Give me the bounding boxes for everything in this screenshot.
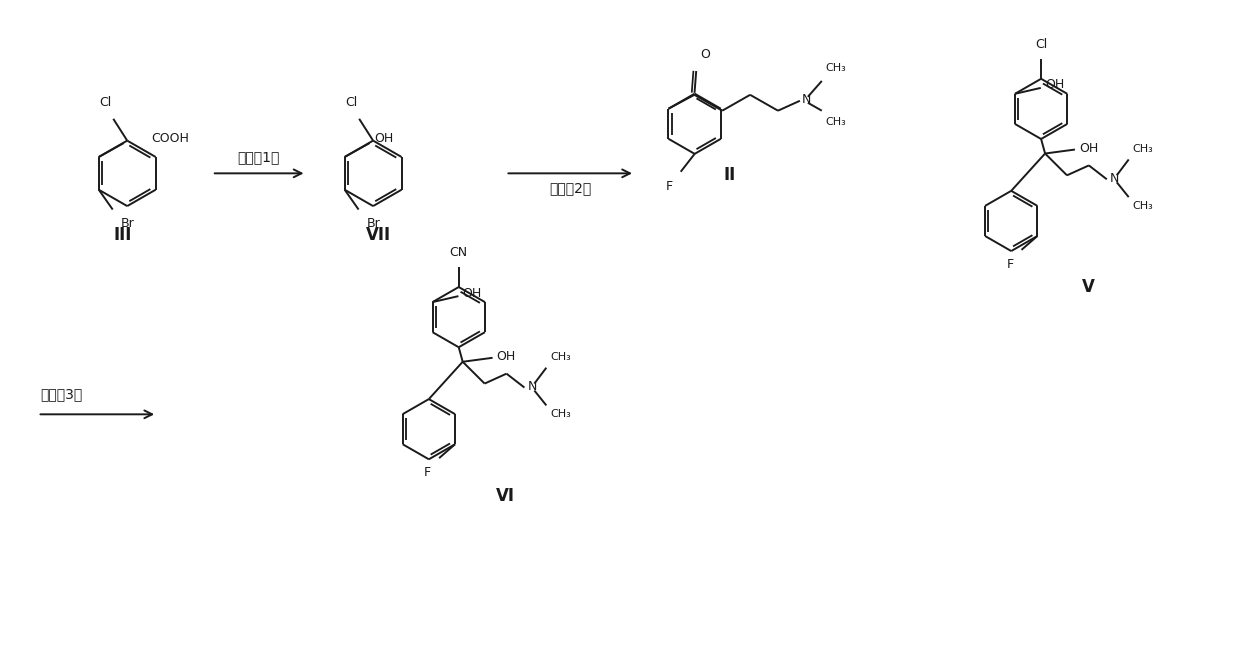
- Text: OH: OH: [462, 287, 482, 299]
- Text: Cl: Cl: [1035, 38, 1047, 51]
- Text: Cl: Cl: [99, 96, 112, 109]
- Text: Br: Br: [120, 217, 134, 231]
- Text: CH₃: CH₃: [1132, 143, 1154, 153]
- Text: 步骤（2）: 步骤（2）: [549, 181, 591, 195]
- Text: 步骤（3）: 步骤（3）: [41, 388, 83, 402]
- Text: Cl: Cl: [346, 96, 357, 109]
- Text: OH: OH: [374, 131, 394, 145]
- Text: F: F: [1006, 258, 1014, 271]
- Text: CH₃: CH₃: [550, 352, 571, 362]
- Text: F: F: [665, 179, 673, 193]
- Text: OH: OH: [1044, 79, 1064, 91]
- Text: N: N: [528, 380, 536, 393]
- Text: F: F: [424, 466, 431, 479]
- Text: N: N: [1110, 172, 1119, 185]
- Text: CH₃: CH₃: [1132, 201, 1154, 211]
- Text: V: V: [1082, 278, 1094, 296]
- Text: VII: VII: [366, 226, 390, 244]
- Text: III: III: [113, 226, 131, 244]
- Text: 步骤（1）: 步骤（1）: [238, 151, 280, 165]
- Text: CH₃: CH₃: [825, 63, 846, 73]
- Text: CN: CN: [450, 246, 468, 259]
- Text: CH₃: CH₃: [825, 117, 846, 127]
- Text: Br: Br: [367, 217, 380, 231]
- Text: CH₃: CH₃: [550, 410, 571, 420]
- Text: II: II: [724, 166, 736, 184]
- Text: OH: OH: [1079, 142, 1098, 155]
- Text: OH: OH: [497, 350, 515, 364]
- Text: COOH: COOH: [151, 131, 190, 145]
- Text: VI: VI: [496, 487, 515, 505]
- Text: N: N: [802, 93, 812, 106]
- Text: O: O: [700, 48, 710, 61]
